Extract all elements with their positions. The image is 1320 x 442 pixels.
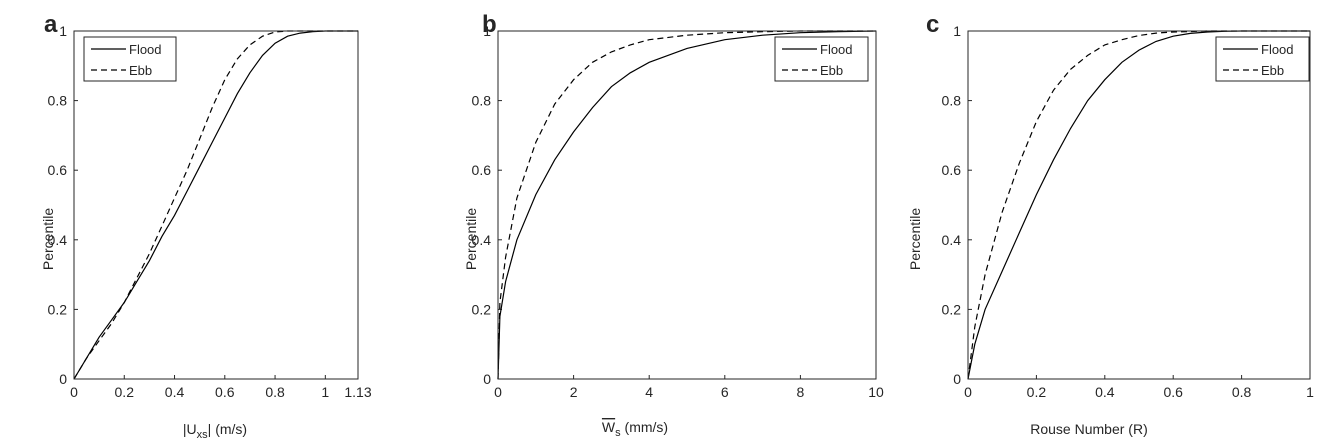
panel-a-xtick-label: 1 xyxy=(321,384,329,400)
panel-a-xtick-label: 0.2 xyxy=(115,384,135,400)
panel-b-ytick-label: 0.4 xyxy=(472,232,492,248)
panel-a-xlabel: |Uxs| (m/s) xyxy=(183,421,247,441)
panel-a-ytick-label: 0.2 xyxy=(48,301,68,317)
panel-c-series-ebb xyxy=(967,30,1310,380)
panel-b-series xyxy=(497,30,877,380)
panel-a-xtick-label: 0.4 xyxy=(165,384,185,400)
panel-c-legend-flood-label: Flood xyxy=(1261,42,1294,57)
panel-c-xlabel: Rouse Number (R) xyxy=(1030,421,1147,437)
panel-a-xtick-label: 0 xyxy=(70,384,78,400)
panel-c-legend-ebb-label: Ebb xyxy=(1261,63,1284,78)
panel-b-xlabel-overbar-symbol: W xyxy=(602,419,616,435)
panel-a-xtick-label: 1.13 xyxy=(344,384,371,400)
panel-a-ylabel: Percentile xyxy=(40,208,56,270)
panel-c-frame xyxy=(967,30,1311,380)
panel-a-letter: a xyxy=(44,11,58,38)
panel-a-xticks: 0 0.2 0.4 0.6 0.8 1 1.13 xyxy=(70,375,372,400)
panel-c-series-flood xyxy=(967,30,1310,380)
panel-b-xlabel: Ws (mm/s) xyxy=(602,419,668,439)
panel-c-ytick-label: 1 xyxy=(953,23,961,39)
panel-c-legend-box xyxy=(1215,36,1310,82)
panel-a-ytick-label: 0.6 xyxy=(48,162,68,178)
panel-a-ytick-label: 0.8 xyxy=(48,93,68,109)
panel-a-legend-ebb-label: Ebb xyxy=(129,63,152,78)
panel-a-xtick-label: 0.8 xyxy=(265,384,285,400)
panel-c-ytick-label: 0.2 xyxy=(942,301,962,317)
panel-c-yticks: 0 0.2 0.4 0.6 0.8 1 xyxy=(942,23,972,387)
panel-c-legend: Flood Ebb xyxy=(1215,36,1310,82)
panel-b-legend-ebb-label: Ebb xyxy=(820,63,843,78)
panel-c-ytick-label: 0 xyxy=(953,371,961,387)
panel-c-ytick-label: 0.6 xyxy=(942,162,962,178)
panel-b-series-ebb xyxy=(497,30,876,380)
panel-b-xtick-label: 4 xyxy=(645,384,653,400)
panel-a-ytick-label: 0 xyxy=(59,371,67,387)
panel-b-letter: b xyxy=(482,11,497,38)
panel-b-legend-flood-label: Flood xyxy=(820,42,853,57)
panel-b-xtick-label: 8 xyxy=(797,384,805,400)
panel-b-ytick-label: 0 xyxy=(483,371,491,387)
panel-a-ytick-label: 0.4 xyxy=(48,232,68,248)
panel-a-legend-flood-label: Flood xyxy=(129,42,162,57)
panel-c-xticks: 0 0.2 0.4 0.6 0.8 1 xyxy=(964,375,1314,400)
panel-c-letter: c xyxy=(926,11,939,38)
panel-b-xtick-label: 2 xyxy=(570,384,578,400)
panel-c-xtick-label: 0.8 xyxy=(1232,384,1252,400)
panel-b-ytick-label: 1 xyxy=(483,23,491,39)
panel-b-xtick-label: 6 xyxy=(721,384,729,400)
panel-b-ylabel: Percentile xyxy=(463,208,479,270)
panel-b-ytick-label: 0.2 xyxy=(472,301,492,317)
panel-b-legend: Flood Ebb xyxy=(774,36,869,82)
panel-b-yticks: 0 0.2 0.4 0.6 0.8 1 xyxy=(472,23,502,387)
panel-b-frame xyxy=(497,30,877,380)
panel-a-yticks: 0 0.2 0.4 0.6 0.8 1 xyxy=(48,23,78,387)
panel-b: b Percentile Ws (mm/s) 0 2 4 6 8 10 0 0.2 0.4 0.… xyxy=(463,11,884,439)
panel-c-xtick-label: 0 xyxy=(964,384,972,400)
panel-c-ytick-label: 0.8 xyxy=(942,93,962,109)
panel-a-xtick-label: 0.6 xyxy=(215,384,235,400)
panel-a-legend-box xyxy=(83,36,177,82)
panel-c: c Percentile Rouse Number (R) 0 0.2 0.4 0.6… xyxy=(907,11,1314,437)
panel-c-ylabel: Percentile xyxy=(907,208,923,270)
panel-a-frame xyxy=(73,30,359,380)
panel-b-xtick-label: 0 xyxy=(494,384,502,400)
panel-b-ytick-label: 0.8 xyxy=(472,93,492,109)
panel-b-series-flood xyxy=(497,30,877,380)
panel-c-ytick-label: 0.4 xyxy=(942,232,962,248)
panel-a-series-ebb xyxy=(73,30,358,380)
panel-a-series xyxy=(73,30,358,380)
panel-c-xtick-label: 0.4 xyxy=(1095,384,1115,400)
panel-a-legend: Flood Ebb xyxy=(83,36,177,82)
panel-c-series xyxy=(967,30,1310,380)
panel-c-xtick-label: 0.2 xyxy=(1027,384,1047,400)
panel-b-legend-box xyxy=(774,36,869,82)
panel-b-xtick-label: 10 xyxy=(868,384,884,400)
panel-c-xtick-label: 1 xyxy=(1306,384,1314,400)
panel-b-ytick-label: 0.6 xyxy=(472,162,492,178)
panel-a-series-flood xyxy=(73,30,358,380)
panel-a-ytick-label: 1 xyxy=(59,23,67,39)
panel-a: a Percentile |Uxs| (m/s) 0 0.2 0.4 0.6 0.8 1 1… xyxy=(40,11,372,441)
panel-c-xtick-label: 0.6 xyxy=(1163,384,1183,400)
panel-b-xticks: 0 2 4 6 8 10 xyxy=(494,375,884,400)
